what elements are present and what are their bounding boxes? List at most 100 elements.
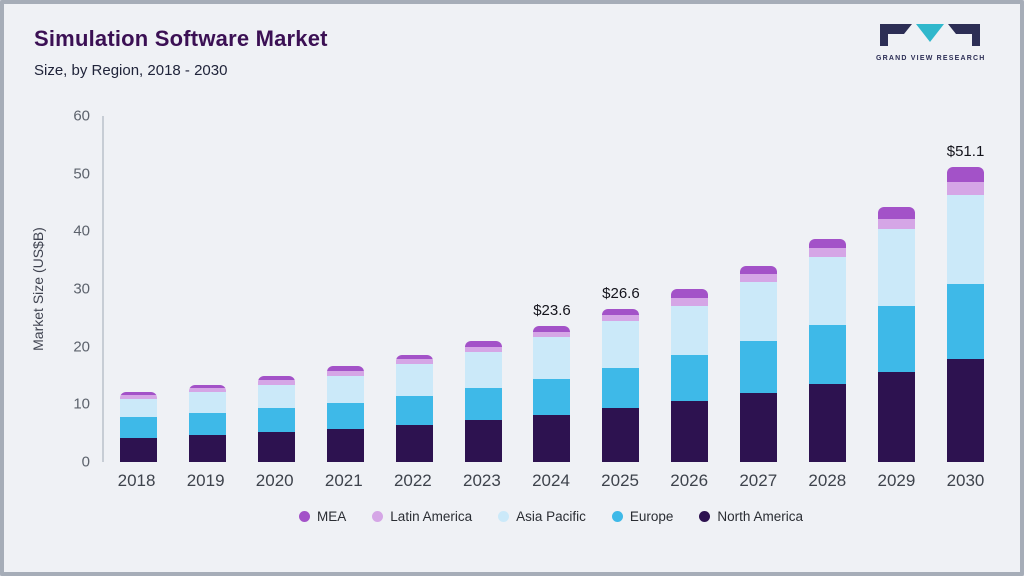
segment-2018-asia-pacific[interactable] xyxy=(119,398,157,417)
segment-2019-asia-pacific[interactable] xyxy=(188,392,226,413)
segment-2020-latin-america[interactable] xyxy=(257,380,295,385)
bar-2021[interactable] xyxy=(326,366,364,462)
segment-2024-asia-pacific[interactable] xyxy=(533,337,571,379)
segment-2018-mea[interactable] xyxy=(119,391,157,396)
bar-2022[interactable] xyxy=(395,354,433,462)
segment-2018-latin-america[interactable] xyxy=(119,395,157,399)
legend-item-latin-america[interactable]: Latin America xyxy=(372,509,472,524)
segment-2030-asia-pacific[interactable] xyxy=(947,194,985,284)
segment-2027-europe[interactable] xyxy=(740,341,778,394)
legend-label: Latin America xyxy=(390,509,473,524)
bar-slot-2027 xyxy=(724,116,793,462)
segment-2026-asia-pacific[interactable] xyxy=(671,305,709,356)
segment-2019-latin-america[interactable] xyxy=(188,388,226,393)
segment-2019-europe[interactable] xyxy=(188,412,226,435)
segment-2026-mea[interactable] xyxy=(671,289,709,298)
segment-2028-europe[interactable] xyxy=(809,325,847,385)
segment-2022-latin-america[interactable] xyxy=(395,359,433,364)
y-tick-label: 20 xyxy=(73,338,90,356)
segment-2024-north-america[interactable] xyxy=(533,414,571,462)
bar-2019[interactable] xyxy=(188,384,226,462)
y-tick-label: 40 xyxy=(73,222,90,240)
legend-swatch-icon xyxy=(299,511,311,522)
segment-2027-mea[interactable] xyxy=(740,265,778,274)
legend-item-mea[interactable]: MEA xyxy=(299,509,346,524)
segment-2025-asia-pacific[interactable] xyxy=(602,321,640,368)
segment-2018-north-america[interactable] xyxy=(119,437,157,462)
segment-2029-europe[interactable] xyxy=(878,306,916,373)
segment-2030-latin-america[interactable] xyxy=(947,182,985,195)
segment-2024-mea[interactable] xyxy=(533,325,571,332)
bar-2023[interactable] xyxy=(464,340,502,462)
bar-value-label-2030: $51.1 xyxy=(946,143,985,161)
legend-item-asia-pacific[interactable]: Asia Pacific xyxy=(498,509,586,524)
segment-2023-mea[interactable] xyxy=(464,340,502,347)
segment-2022-europe[interactable] xyxy=(395,395,433,425)
segment-2027-asia-pacific[interactable] xyxy=(740,282,778,342)
segment-2020-europe[interactable] xyxy=(257,408,295,432)
legend-swatch-icon xyxy=(498,511,510,522)
segment-2030-mea[interactable] xyxy=(947,167,985,183)
segment-2020-north-america[interactable] xyxy=(257,432,295,462)
legend-item-north-america[interactable]: North America xyxy=(699,509,803,524)
segment-2029-latin-america[interactable] xyxy=(878,218,916,230)
bar-2028[interactable] xyxy=(809,239,847,462)
bar-slot-2026 xyxy=(655,116,724,462)
bar-2018[interactable] xyxy=(119,391,157,462)
segment-2022-asia-pacific[interactable] xyxy=(395,363,433,396)
y-tick-label: 30 xyxy=(73,280,90,298)
bar-2020[interactable] xyxy=(257,375,295,463)
legend-label: North America xyxy=(717,509,803,524)
segment-2020-mea[interactable] xyxy=(257,375,295,381)
x-tick-label-2018: 2018 xyxy=(117,471,156,490)
segment-2023-latin-america[interactable] xyxy=(464,346,502,353)
bar-2027[interactable] xyxy=(740,265,778,462)
bar-2026[interactable] xyxy=(671,289,709,462)
segment-2021-asia-pacific[interactable] xyxy=(326,375,364,403)
segment-2025-north-america[interactable] xyxy=(602,408,640,462)
segment-2028-latin-america[interactable] xyxy=(809,248,847,257)
segment-2021-mea[interactable] xyxy=(326,366,364,371)
segment-2026-latin-america[interactable] xyxy=(671,297,709,306)
segment-2030-north-america[interactable] xyxy=(947,358,985,462)
segment-2028-north-america[interactable] xyxy=(809,384,847,462)
segment-2028-asia-pacific[interactable] xyxy=(809,256,847,326)
segment-2027-north-america[interactable] xyxy=(740,393,778,462)
segment-2023-europe[interactable] xyxy=(464,388,502,420)
segment-2022-north-america[interactable] xyxy=(395,424,433,462)
segment-2029-north-america[interactable] xyxy=(878,372,916,462)
legend-swatch-icon xyxy=(372,511,384,522)
legend-item-europe[interactable]: Europe xyxy=(611,509,673,524)
segment-2030-europe[interactable] xyxy=(947,283,985,359)
x-tick-label-2027: 2027 xyxy=(739,471,778,490)
segment-2025-mea[interactable] xyxy=(602,308,640,315)
segment-2019-north-america[interactable] xyxy=(188,434,226,462)
segment-2028-mea[interactable] xyxy=(809,239,847,249)
segment-2024-europe[interactable] xyxy=(533,378,571,415)
y-axis: Market Size (US$B) 0 10 20 30 40 50 60 xyxy=(30,108,102,471)
segment-2025-europe[interactable] xyxy=(602,367,640,409)
segment-2019-mea[interactable] xyxy=(188,384,226,389)
segment-2023-asia-pacific[interactable] xyxy=(464,352,502,389)
segment-2024-latin-america[interactable] xyxy=(533,331,571,338)
segment-2023-north-america[interactable] xyxy=(464,419,502,462)
segment-2022-mea[interactable] xyxy=(395,354,433,360)
segment-2026-north-america[interactable] xyxy=(671,401,709,462)
segment-2018-europe[interactable] xyxy=(119,417,157,438)
segment-2025-latin-america[interactable] xyxy=(602,314,640,322)
segment-2021-latin-america[interactable] xyxy=(326,370,364,376)
bar-2030[interactable] xyxy=(947,167,985,462)
segment-2026-europe[interactable] xyxy=(671,355,709,402)
segment-2029-asia-pacific[interactable] xyxy=(878,229,916,307)
segment-2020-asia-pacific[interactable] xyxy=(257,384,295,409)
x-tick-label-2025: 2025 xyxy=(601,471,639,490)
segment-2021-north-america[interactable] xyxy=(326,428,364,462)
segment-2021-europe[interactable] xyxy=(326,402,364,429)
y-tick-label: 10 xyxy=(73,395,90,413)
segment-2027-latin-america[interactable] xyxy=(740,274,778,283)
bar-2029[interactable] xyxy=(878,207,916,462)
segment-2029-mea[interactable] xyxy=(878,207,916,219)
legend-swatch-icon xyxy=(699,511,711,522)
bar-2025[interactable] xyxy=(602,308,640,462)
bar-2024[interactable] xyxy=(533,325,571,462)
